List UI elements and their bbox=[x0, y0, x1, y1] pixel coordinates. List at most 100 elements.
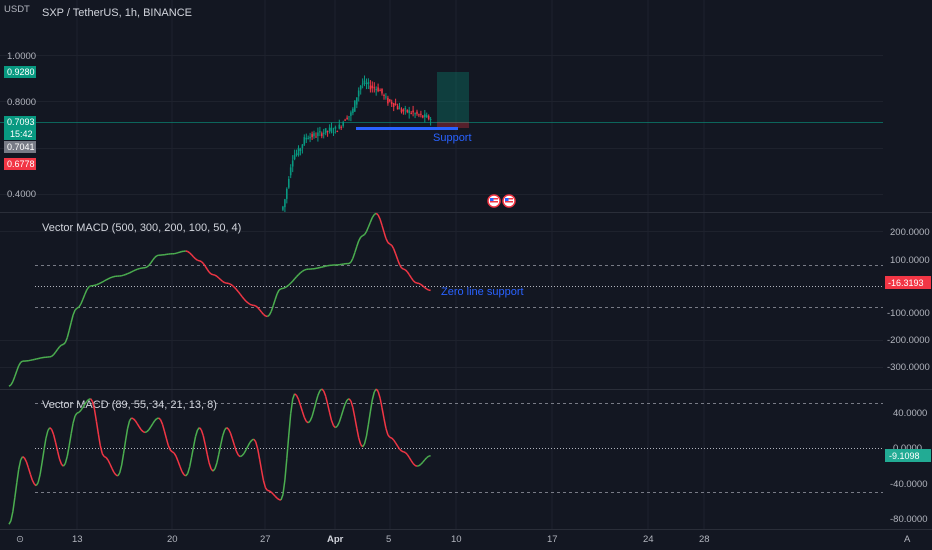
macd2-segment bbox=[307, 420, 311, 424]
candle-body bbox=[284, 199, 286, 208]
macd2-segment bbox=[394, 442, 399, 447]
macd1-value-tag bbox=[885, 276, 931, 289]
macd1-segment bbox=[125, 273, 128, 276]
price-tick: 1.0000 bbox=[7, 51, 36, 62]
macd2-segment bbox=[120, 453, 125, 466]
macd1-segment bbox=[426, 288, 430, 291]
macd-panel-1[interactable]: Vector MACD (500, 300, 200, 100, 50, 4) … bbox=[0, 212, 931, 387]
macd2-segment bbox=[416, 464, 420, 467]
macd2-segment bbox=[412, 462, 416, 467]
macd2-segment bbox=[227, 428, 232, 434]
macd2-segment bbox=[274, 495, 278, 499]
macd2-segment bbox=[396, 445, 401, 450]
candle-body bbox=[315, 136, 317, 138]
macd1-segment bbox=[16, 365, 20, 372]
macd2-segment bbox=[410, 460, 414, 464]
candle-body bbox=[377, 87, 379, 92]
macd2-segment bbox=[221, 429, 226, 437]
macd1-segment bbox=[20, 360, 24, 364]
macd-panel-2[interactable]: Vector MACD (89, 55, 34, 21, 13, 8) 40.0… bbox=[8, 388, 931, 525]
macd1-segment bbox=[237, 291, 241, 295]
candle-body bbox=[299, 148, 302, 151]
time-label: 24 bbox=[643, 534, 654, 545]
macd2-segment bbox=[418, 463, 422, 467]
time-axis[interactable]: ⊙ 13 20 27 Apr 5 10 17 24 28 A bbox=[16, 534, 911, 545]
macd2-segment bbox=[138, 426, 142, 431]
macd2-tick: -80.0000 bbox=[890, 514, 928, 525]
macd1-segment bbox=[284, 285, 288, 289]
macd1-segment bbox=[222, 280, 226, 284]
candle-body bbox=[357, 90, 360, 97]
macd1-segment bbox=[261, 311, 265, 315]
macd1-segment bbox=[231, 284, 235, 288]
candle-body bbox=[371, 85, 374, 89]
candle-body bbox=[410, 112, 412, 114]
price-tick: 0.4000 bbox=[7, 189, 36, 200]
macd2-segment bbox=[363, 435, 368, 445]
macd2-segment bbox=[29, 474, 34, 481]
macd1-segment bbox=[139, 267, 142, 270]
candle-body bbox=[416, 111, 418, 114]
us-flag-icon[interactable] bbox=[487, 194, 501, 208]
time-label: 27 bbox=[260, 534, 271, 545]
macd2-segment bbox=[148, 426, 152, 431]
macd2-segment bbox=[35, 482, 39, 487]
macd1-segment bbox=[220, 279, 224, 283]
macd2-segment bbox=[393, 439, 397, 444]
target-zone-box[interactable] bbox=[437, 72, 469, 122]
price-tag-label: 0.7093 bbox=[7, 117, 35, 127]
candle-body bbox=[402, 109, 405, 112]
macd1-segment bbox=[148, 262, 152, 266]
macd1-segment bbox=[123, 273, 126, 276]
scale-mode-button[interactable]: A bbox=[904, 534, 911, 545]
macd1-segment bbox=[245, 300, 249, 304]
macd1-segment bbox=[414, 281, 418, 284]
macd1-segment bbox=[266, 314, 270, 318]
candle-body bbox=[344, 119, 346, 121]
price-tag bbox=[4, 141, 36, 153]
price-panel[interactable]: USDT SXP / TetherUS, 1h, BINANCE 1.0000 … bbox=[0, 4, 883, 213]
macd2-segment bbox=[103, 455, 107, 459]
macd1-segment bbox=[66, 330, 70, 338]
macd2-segment bbox=[342, 403, 346, 411]
macd2-segment bbox=[185, 473, 189, 477]
macd2-segment bbox=[74, 412, 78, 417]
macd2-segment bbox=[101, 453, 105, 458]
candle-body bbox=[392, 103, 395, 107]
macd2-segment bbox=[352, 407, 356, 418]
macd2-segment bbox=[294, 393, 297, 396]
macd2-segment bbox=[324, 396, 329, 405]
macd2-line bbox=[8, 388, 431, 525]
macd1-segment bbox=[202, 262, 206, 267]
macd2-segment bbox=[62, 463, 66, 467]
candle-body bbox=[321, 133, 323, 137]
stop-zone-box[interactable] bbox=[437, 122, 469, 128]
macd1-segment bbox=[82, 294, 86, 300]
macd1-segment bbox=[74, 307, 78, 311]
macd2-segment bbox=[93, 409, 98, 422]
macd1-segment bbox=[249, 303, 253, 306]
macd2-segment bbox=[319, 388, 323, 392]
macd2-segment bbox=[134, 420, 138, 425]
macd2-segment bbox=[113, 471, 117, 476]
macd1-segment bbox=[387, 241, 391, 245]
macd2-segment bbox=[212, 468, 216, 472]
us-flag-icon[interactable] bbox=[502, 194, 516, 208]
timezone-icon[interactable]: ⊙ bbox=[16, 534, 24, 545]
macd1-segment bbox=[51, 354, 55, 357]
macd1-segment bbox=[259, 309, 263, 313]
macd2-segment bbox=[190, 446, 195, 458]
macd1-segment bbox=[239, 293, 243, 298]
macd1-segment bbox=[394, 253, 399, 260]
macd1-segment bbox=[369, 217, 373, 223]
candle-body bbox=[361, 83, 364, 85]
macd2-tick: 0.0000 bbox=[893, 443, 922, 454]
macd2-segment bbox=[25, 461, 30, 469]
macd2-segment bbox=[124, 428, 129, 441]
price-tick: 0.8000 bbox=[7, 97, 36, 108]
macd1-segment bbox=[356, 240, 360, 247]
candle-body bbox=[381, 88, 383, 94]
macd2-segment bbox=[128, 417, 133, 422]
macd2-segment bbox=[361, 443, 366, 448]
